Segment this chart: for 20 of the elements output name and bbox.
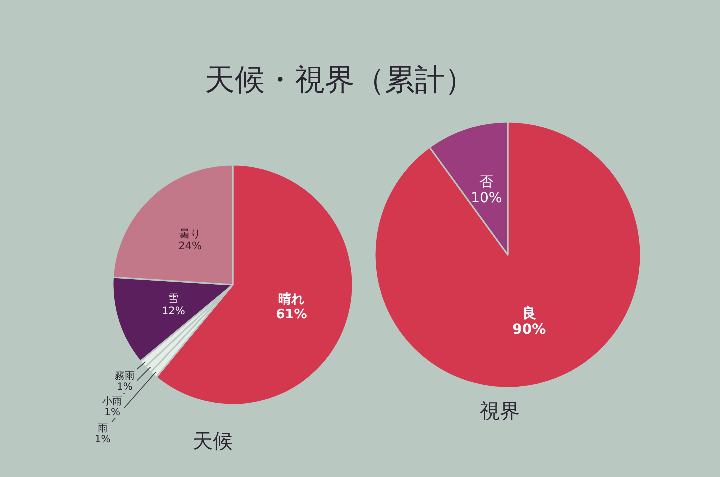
slice-label: 雪	[168, 293, 180, 306]
data-label: 90%	[512, 322, 546, 338]
data-label: 1%	[117, 382, 133, 394]
chart-title: 天候・視界（累計）	[205, 63, 475, 98]
data-label: 1%	[104, 407, 120, 418]
text: 視界	[480, 399, 520, 423]
slice-label: 小雨	[102, 395, 123, 408]
slice-label: 雨	[98, 424, 108, 435]
data-label: 10%	[471, 190, 502, 207]
slice-label: 良	[522, 304, 536, 322]
data-label: 12%	[162, 305, 186, 318]
slice-label: 霧雨	[114, 370, 135, 382]
data-label: 1%	[94, 434, 111, 446]
text: 天候	[193, 429, 233, 453]
data-label: 24%	[178, 240, 202, 252]
pie-slice	[374, 121, 642, 389]
slice-label: 晴れ	[278, 292, 305, 308]
slice-label: 曇り	[179, 228, 202, 240]
slice-label: 否	[480, 174, 494, 190]
data-label: 61%	[276, 307, 308, 322]
